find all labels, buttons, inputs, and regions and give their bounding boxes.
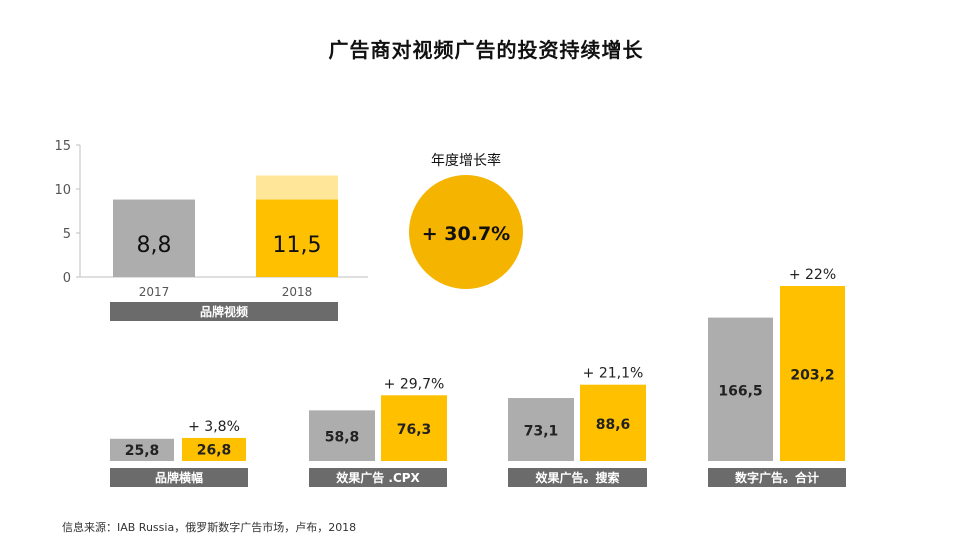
y-tick-label: 15 [54,139,71,154]
group-label: 效果广告 .CPX [336,470,420,485]
y-tick-label: 10 [54,183,71,198]
bar-growth-segment [256,175,338,200]
group-label-bg [708,468,846,487]
bar-2017 [110,438,174,461]
bar-2017 [708,317,773,461]
bar-value-label: 26,8 [197,442,232,458]
bar-value-label: 11,5 [273,233,322,258]
bar-value-label: 73,1 [524,424,559,440]
growth-label: + 3,8% [188,419,240,435]
group-label: 品牌横幅 [155,470,203,485]
growth-circle [409,175,523,289]
growth-label: + 22% [789,267,836,283]
growth-circle-title: 年度增长率 [431,153,501,169]
growth-label: + 29,7% [384,376,445,392]
bar-value-label: 203,2 [790,368,834,384]
group-label-bg [110,468,248,487]
y-tick-label: 5 [63,227,71,242]
x-tick-label: 2017 [139,285,170,299]
bar-2018 [580,384,646,461]
bar-2017 [508,398,574,461]
growth-label: + 21,1% [583,366,644,382]
bar-2018 [381,395,447,461]
page-title: 广告商对视频广告的投资持续增长 [328,38,644,62]
bar-2017 [309,410,375,461]
bar-value-label: 25,8 [125,443,160,459]
bar-2018 [780,286,845,461]
source-note: 信息来源：IAB Russia，俄罗斯数字广告市场，卢布，2018 [62,521,357,534]
group-label: 数字广告。合计 [735,470,819,485]
bar-value-label: 8,8 [137,233,172,258]
group-label: 品牌视频 [200,304,248,319]
y-tick-label: 0 [63,271,71,286]
x-tick-label: 2018 [282,285,313,299]
bar-value-label: 88,6 [596,417,631,433]
bar-2018 [182,437,246,461]
bar-2017 [113,199,195,277]
bar-value-label: 76,3 [397,422,432,438]
bar-value-label: 166,5 [718,383,762,399]
group-label-bg [110,302,338,321]
group-label-bg [508,468,647,487]
group-label-bg [309,468,447,487]
growth-circle-value: + 30.7% [422,223,510,245]
bar-value-label: 58,8 [325,430,360,446]
group-label: 效果广告。搜索 [535,470,619,485]
